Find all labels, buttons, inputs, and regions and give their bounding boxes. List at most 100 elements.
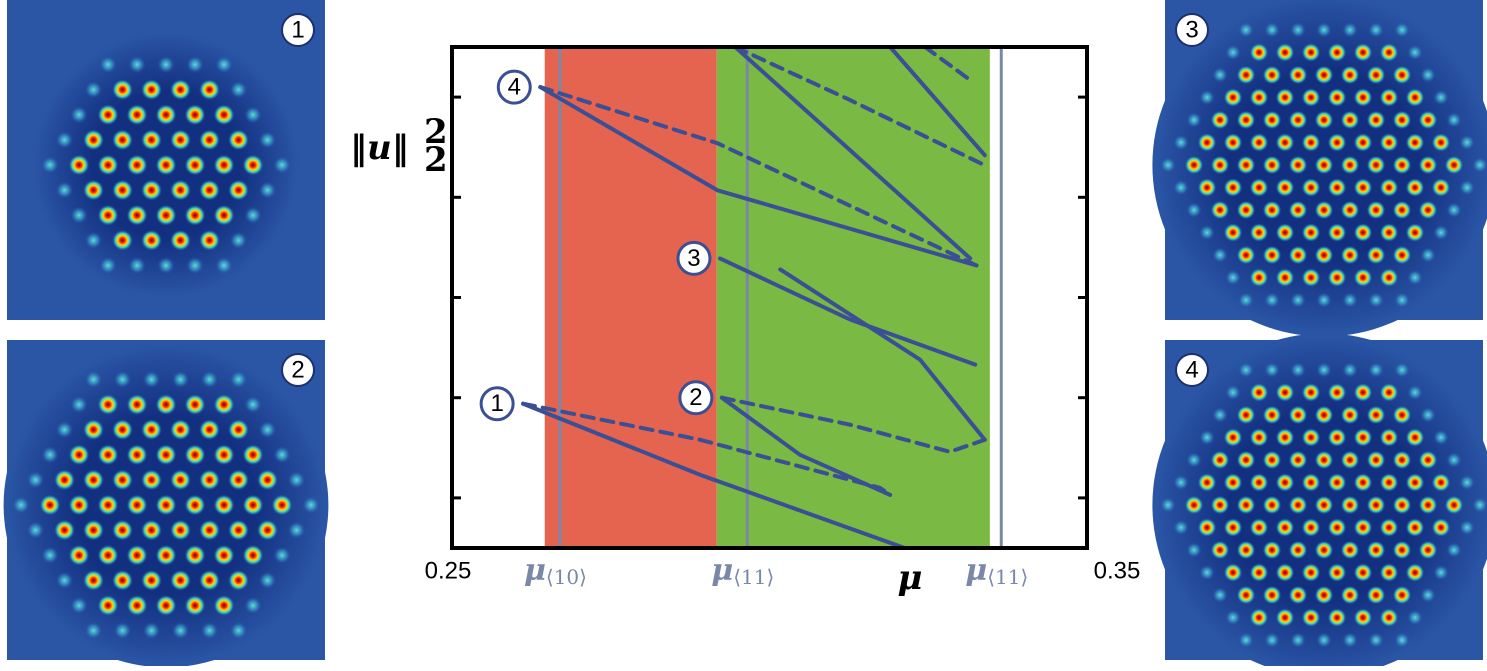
lattice-spot <box>97 444 119 466</box>
branch-curve <box>719 395 893 497</box>
lattice-spot <box>155 204 177 226</box>
lattice-spot <box>1249 268 1269 287</box>
lattice-spot <box>1418 450 1438 470</box>
lattice-spot <box>1197 133 1217 152</box>
lattice-spot <box>1262 450 1282 470</box>
lattice-spot <box>141 469 162 491</box>
lattice-spot <box>1407 269 1423 286</box>
panel-badge <box>1175 13 1209 47</box>
lattice-spot <box>1340 450 1360 470</box>
threshold-subscript: ⟨11⟩ <box>733 565 774 589</box>
lattice-spot <box>1368 292 1384 308</box>
threshold-symbol: μ <box>524 553 546 588</box>
lattice-spot <box>170 519 191 541</box>
lattice-spot <box>1199 429 1215 446</box>
lattice-spot <box>155 394 177 415</box>
lattice-spot <box>1418 495 1438 515</box>
lattice-spot <box>1340 495 1360 515</box>
lattice-spot <box>1379 88 1399 107</box>
lattice-spot <box>1368 362 1384 378</box>
lattice-spot <box>41 156 59 174</box>
lattice-spot <box>1366 155 1386 175</box>
lattice-spot <box>97 204 119 226</box>
lattice-spot <box>97 154 119 176</box>
lattice-spot <box>112 129 133 151</box>
lattice-spot <box>1314 585 1334 605</box>
lattice-spot <box>1379 428 1399 447</box>
lattice-spot <box>199 79 220 101</box>
lattice-spot <box>1262 155 1282 175</box>
lattice-spot <box>1327 428 1347 447</box>
lattice-spot <box>1431 518 1451 537</box>
x-axis-label: μ <box>898 558 923 598</box>
lattice-spot <box>184 494 206 516</box>
lattice-spot <box>1366 540 1386 560</box>
lattice-spot <box>1236 155 1256 175</box>
lattice-spot <box>200 370 219 389</box>
lattice-spot <box>1199 224 1215 241</box>
lattice-spot <box>54 469 75 491</box>
lattice-spot <box>1340 65 1360 85</box>
lattice-spot <box>1420 247 1436 263</box>
lattice-spot <box>1353 223 1373 242</box>
lattice-spot <box>273 156 291 174</box>
lattice-spot <box>1459 134 1475 151</box>
lattice-spot <box>1418 200 1438 220</box>
lattice-spot <box>1314 405 1334 425</box>
lattice-spot <box>1173 519 1189 536</box>
lattice-spot <box>1275 178 1295 197</box>
lattice-spot <box>97 544 119 566</box>
lattice-spot <box>1327 178 1347 197</box>
lattice-spot <box>1405 223 1425 242</box>
lattice-spot <box>1275 268 1295 287</box>
lattice-spot <box>1405 563 1425 582</box>
lattice-spot <box>1394 22 1410 38</box>
lattice-spot <box>155 154 177 176</box>
lattice-spot <box>1275 133 1295 152</box>
lattice-spot <box>39 494 61 516</box>
lattice-spot <box>1223 473 1243 492</box>
lattice-spot <box>1301 268 1321 287</box>
lattice-spot <box>1392 200 1412 220</box>
lattice-spot <box>302 496 320 514</box>
lattice-spot <box>228 179 249 201</box>
branch-badge <box>479 386 515 422</box>
lattice-spot <box>1379 563 1399 582</box>
lattice-spot <box>1366 200 1386 220</box>
branch-label: 1 <box>490 390 503 417</box>
lattice-spot <box>1301 428 1321 447</box>
branch-label: 4 <box>508 73 521 100</box>
lattice-spot <box>1340 110 1360 130</box>
lattice-spot <box>1275 88 1295 107</box>
lattice-spot <box>1379 383 1399 402</box>
lattice-spot <box>1184 495 1204 515</box>
lattice-spot <box>1275 428 1295 447</box>
lattice-spot <box>141 79 162 101</box>
lattice-spot <box>184 154 206 176</box>
lattice-spot <box>1327 518 1347 537</box>
lattice-spot <box>1262 110 1282 130</box>
lattice-spot <box>1225 269 1241 286</box>
lattice-spot <box>213 544 235 566</box>
lattice-spot <box>126 204 148 226</box>
lattice-spot <box>68 544 90 566</box>
y-axis-sub: 2 <box>424 140 448 180</box>
lattice-spot <box>287 521 306 539</box>
lattice-spot <box>1405 428 1425 447</box>
panel-badge <box>1175 353 1209 387</box>
lattice-spot <box>1392 495 1412 515</box>
lattice-spot <box>1459 179 1475 196</box>
lattice-spot <box>1197 473 1217 492</box>
lattice-spot <box>1353 43 1373 62</box>
lattice-spot <box>1262 200 1282 220</box>
lattice-spot <box>1275 223 1295 242</box>
lattice-spot <box>170 469 191 491</box>
lattice-spot <box>1342 22 1358 38</box>
lattice-spot <box>84 231 103 250</box>
lattice-spot <box>1288 155 1308 175</box>
lattice-spot <box>1340 540 1360 560</box>
lattice-spot <box>1392 110 1412 130</box>
lattice-spot <box>141 129 162 151</box>
lattice-spot <box>1236 540 1256 560</box>
lattice-spot <box>1288 540 1308 560</box>
